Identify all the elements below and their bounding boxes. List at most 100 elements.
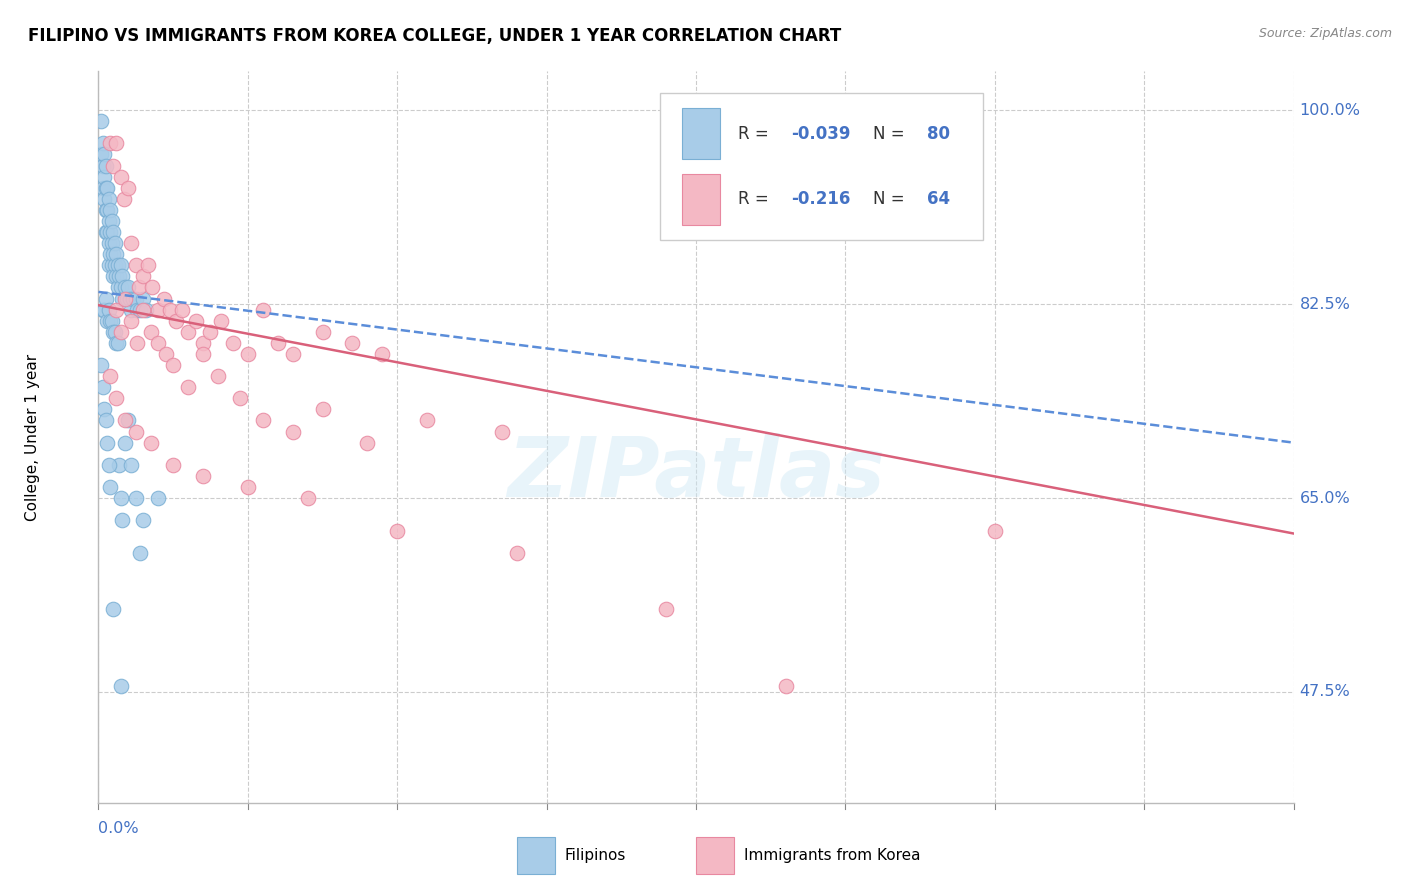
Point: [222, 335, 245, 350]
Point: [385, 524, 409, 539]
Text: College, Under 1 year: College, Under 1 year: [25, 353, 41, 521]
Point: [125, 425, 148, 439]
Point: [281, 347, 304, 361]
Point: [191, 347, 214, 361]
Text: 80: 80: [927, 125, 949, 143]
Point: [120, 236, 142, 251]
Point: [191, 468, 214, 483]
Point: [107, 280, 129, 294]
Point: [177, 325, 200, 339]
Point: [229, 392, 252, 406]
Point: [191, 335, 214, 350]
Point: [125, 491, 148, 505]
Point: [96, 314, 118, 328]
Point: [112, 192, 135, 206]
Text: -0.216: -0.216: [792, 190, 851, 209]
Point: [148, 491, 170, 505]
Point: [136, 258, 159, 272]
FancyBboxPatch shape: [517, 838, 555, 874]
Text: 64: 64: [927, 190, 949, 209]
Point: [97, 258, 120, 272]
Point: [104, 325, 127, 339]
Point: [159, 302, 181, 317]
Point: [129, 546, 152, 560]
Point: [97, 302, 120, 317]
Point: [120, 314, 142, 328]
Point: [177, 380, 200, 394]
Point: [101, 314, 124, 328]
FancyBboxPatch shape: [661, 94, 983, 240]
Point: [90, 358, 112, 372]
Point: [114, 413, 136, 427]
Point: [491, 425, 513, 439]
Point: [110, 680, 132, 694]
FancyBboxPatch shape: [682, 108, 720, 159]
Point: [311, 402, 333, 417]
Point: [139, 325, 162, 339]
Point: [91, 380, 114, 394]
Point: [110, 169, 132, 184]
Point: [97, 458, 120, 472]
Text: 65.0%: 65.0%: [1299, 491, 1350, 506]
Point: [98, 202, 122, 217]
Point: [311, 325, 333, 339]
Point: [184, 314, 207, 328]
Point: [98, 247, 122, 261]
Point: [117, 180, 139, 194]
Point: [117, 280, 139, 294]
Text: Immigrants from Korea: Immigrants from Korea: [744, 848, 921, 863]
Point: [94, 225, 117, 239]
Point: [111, 513, 134, 527]
Point: [118, 292, 141, 306]
Point: [127, 302, 149, 317]
Point: [120, 302, 142, 317]
Point: [91, 180, 114, 194]
Point: [506, 546, 529, 560]
Point: [91, 302, 114, 317]
Point: [110, 258, 132, 272]
Point: [148, 335, 170, 350]
Point: [121, 292, 143, 306]
Point: [94, 180, 117, 194]
Text: 47.5%: 47.5%: [1299, 684, 1350, 699]
Point: [165, 314, 187, 328]
Point: [105, 136, 128, 151]
Point: [105, 392, 128, 406]
Point: [115, 292, 138, 306]
Point: [281, 425, 304, 439]
Text: 82.5%: 82.5%: [1299, 297, 1350, 311]
Point: [127, 335, 149, 350]
Point: [207, 369, 229, 384]
Point: [104, 236, 127, 251]
Point: [107, 335, 129, 350]
Point: [104, 258, 127, 272]
Text: R =: R =: [738, 190, 773, 209]
Text: 100.0%: 100.0%: [1299, 103, 1361, 118]
Point: [90, 147, 112, 161]
Point: [98, 225, 122, 239]
Point: [96, 180, 118, 194]
Point: [655, 602, 678, 616]
Point: [103, 247, 125, 261]
Text: R =: R =: [738, 125, 773, 143]
Point: [103, 159, 125, 173]
Point: [93, 169, 115, 184]
Point: [96, 225, 118, 239]
Point: [90, 114, 112, 128]
Point: [148, 302, 170, 317]
Point: [96, 435, 118, 450]
Point: [101, 214, 124, 228]
Point: [108, 458, 131, 472]
Point: [132, 513, 155, 527]
Text: ZIPatlas: ZIPatlas: [508, 434, 884, 514]
Point: [103, 602, 125, 616]
Text: Source: ZipAtlas.com: Source: ZipAtlas.com: [1258, 27, 1392, 40]
Point: [342, 335, 364, 350]
Point: [110, 491, 132, 505]
Text: 0.0%: 0.0%: [98, 821, 139, 836]
Point: [155, 347, 177, 361]
Text: Filipinos: Filipinos: [565, 848, 626, 863]
Point: [114, 292, 136, 306]
Point: [120, 458, 142, 472]
Point: [111, 292, 134, 306]
